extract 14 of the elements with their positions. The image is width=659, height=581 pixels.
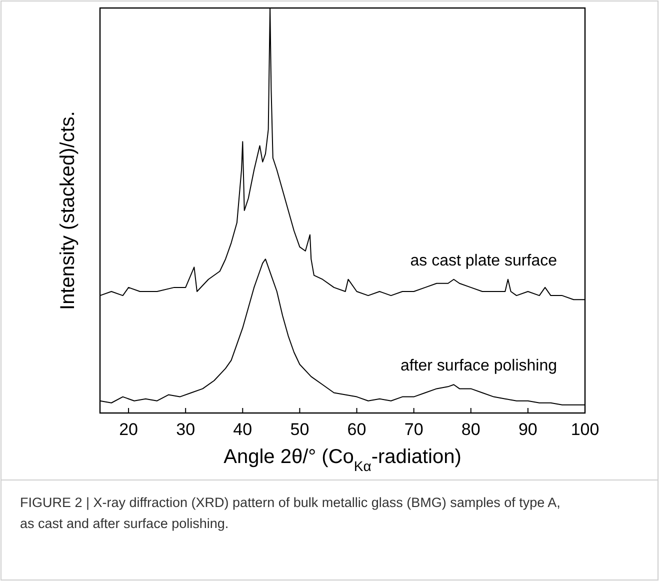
x-tick-label: 40: [233, 420, 252, 439]
x-tick-label: 70: [404, 420, 424, 439]
y-axis-title: Intensity (stacked)/cts.: [57, 111, 79, 310]
x-tick-label: 30: [176, 420, 196, 439]
x-tick-label: 90: [518, 420, 538, 439]
x-tick-label: 60: [347, 420, 366, 439]
x-axis-title: Angle 2θ/° (Co$_{Kα}$-radiation): [224, 446, 462, 474]
caption: FIGURE 2 | X-ray diffraction (XRD) pattern of bulk metallic glass (BMG) samples of type A, as cast and after surface polishing.: [20, 495, 560, 531]
series-label: as cast plate surface: [410, 252, 558, 270]
x-tick-label: 100: [570, 420, 600, 439]
x-tick-label: 20: [119, 420, 138, 439]
x-tick-label: 80: [461, 420, 480, 439]
x-tick-label: 50: [290, 420, 310, 439]
series-label: after surface polishing: [400, 358, 557, 375]
